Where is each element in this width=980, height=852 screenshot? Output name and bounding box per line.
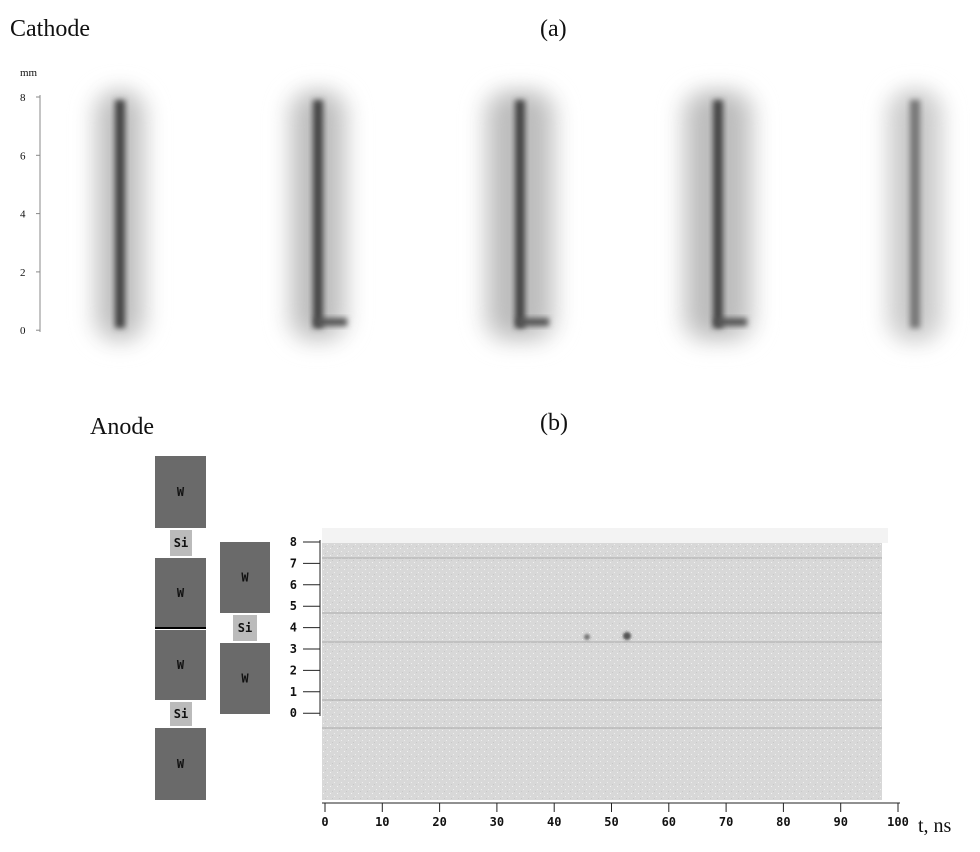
x-tick-label: 90 [833, 815, 847, 829]
block-label: W [177, 586, 185, 600]
x-tick-label: 60 [662, 815, 676, 829]
block-label: W [177, 757, 185, 771]
block-label: W [241, 571, 249, 585]
block-label: W [177, 485, 185, 499]
plot-area [322, 543, 882, 800]
panel-label: (b) [540, 410, 568, 436]
y-tick-label: 5 [290, 599, 297, 613]
core [910, 100, 920, 328]
y-tick-label: 2 [290, 663, 297, 677]
core [713, 100, 723, 328]
panel-label: (a) [540, 16, 567, 42]
y-tick-label: 4 [290, 621, 297, 635]
core [115, 100, 125, 328]
x-tick-label: 30 [490, 815, 504, 829]
y-tick-label: 4 [20, 209, 26, 221]
plot-top [322, 528, 888, 543]
foot [715, 318, 747, 326]
signal-spot [623, 632, 631, 640]
y-tick-label: 8 [290, 535, 297, 549]
x-tick-label: 80 [776, 815, 790, 829]
core [313, 100, 323, 328]
y-tick-label: 7 [290, 556, 297, 570]
block-label: Si [174, 707, 188, 721]
y-tick-label: 6 [290, 578, 297, 592]
x-tick-label: 0 [321, 815, 328, 829]
y-tick-label: 3 [290, 642, 297, 656]
y-tick-label: 2 [20, 267, 26, 279]
block-label: W [177, 658, 185, 672]
x-tick-label: 40 [547, 815, 561, 829]
block-label: Si [174, 536, 188, 550]
w-block [155, 558, 206, 628]
x-tick-label: 20 [432, 815, 446, 829]
x-tick-label: 70 [719, 815, 733, 829]
foot [315, 318, 347, 326]
signal-spot [584, 634, 590, 640]
si-block [233, 615, 257, 641]
w-block [220, 542, 270, 613]
si-block [170, 530, 192, 556]
cathode-title: Cathode [10, 16, 90, 42]
x-axis-label: t, ns [918, 815, 952, 837]
w-block [155, 630, 206, 700]
anode-title: Anode [90, 414, 154, 440]
x-tick-label: 50 [604, 815, 618, 829]
block-label: W [241, 672, 249, 686]
si-block [170, 702, 192, 726]
y-tick-label: 8 [20, 92, 26, 104]
x-tick-label: 100 [887, 815, 909, 829]
core [515, 100, 525, 328]
y-tick-label: 6 [20, 150, 26, 162]
w-block [155, 728, 206, 800]
w-block [220, 643, 270, 714]
axis-unit: mm [20, 67, 38, 79]
y-tick-label: 1 [290, 685, 297, 699]
x-tick-label: 10 [375, 815, 389, 829]
foot [517, 318, 549, 326]
y-tick-label: 0 [290, 706, 297, 720]
y-tick-label: 0 [20, 325, 26, 337]
plot-lines [322, 557, 882, 729]
block-label: Si [238, 621, 252, 635]
w-block [155, 456, 206, 528]
